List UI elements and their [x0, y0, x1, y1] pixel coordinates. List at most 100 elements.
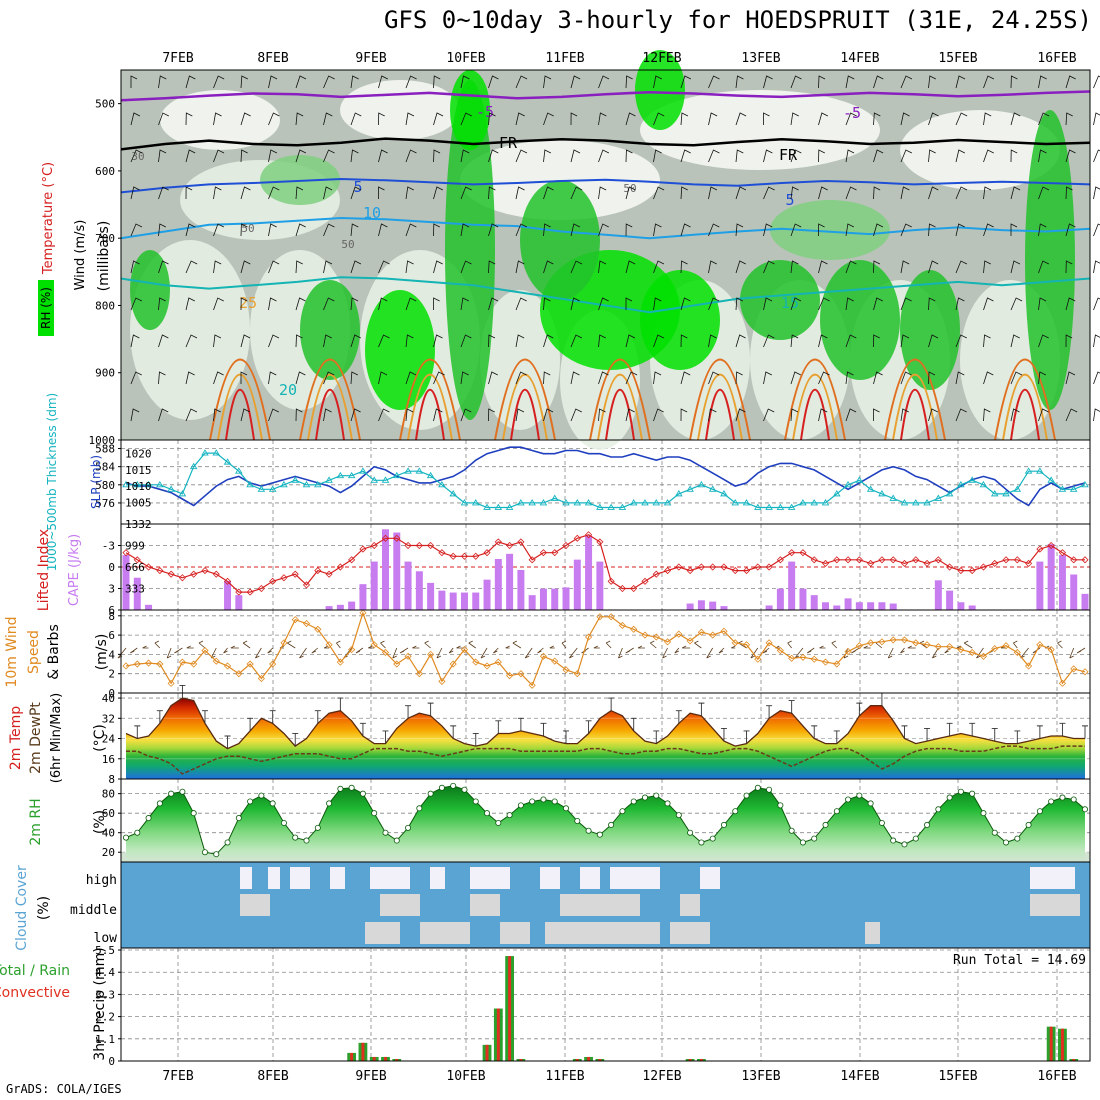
wind-speed-point — [427, 650, 435, 658]
wind-barb — [928, 408, 939, 422]
wind-barb — [708, 408, 717, 422]
wind-barb — [488, 75, 499, 89]
wind-barb — [900, 186, 910, 200]
wind-speed-point — [472, 658, 480, 666]
wind-barb — [653, 371, 662, 385]
rh-point — [1014, 835, 1021, 842]
wind-barb — [900, 371, 912, 385]
contour-label: -5 — [843, 104, 861, 122]
axis-label: Wind (m/s) — [73, 220, 88, 291]
thickness-point — [596, 503, 604, 510]
wind-barb — [708, 149, 720, 163]
rh-point — [247, 798, 254, 805]
wind-barb — [166, 647, 172, 659]
minmax-bar — [517, 717, 524, 731]
wind-barb — [900, 297, 912, 311]
wind-barb — [185, 334, 198, 348]
wind-barb — [873, 149, 884, 163]
wind-barb — [931, 647, 939, 659]
cape-bar — [822, 602, 829, 610]
wind-barb — [323, 408, 332, 422]
lifted-index-point — [1070, 556, 1078, 564]
wind-barb — [130, 75, 138, 88]
rh-point — [190, 810, 197, 817]
wind-barb — [1010, 223, 1018, 236]
wind-speed-line — [125, 610, 1086, 687]
lifted-index-point — [957, 567, 965, 575]
wind-barb — [1065, 186, 1073, 200]
cape-bar — [1081, 593, 1089, 610]
rh-point — [980, 810, 987, 817]
y-tick-label: 6 — [108, 629, 115, 642]
wind-barb — [680, 223, 691, 237]
rh-point — [788, 827, 795, 834]
wind-speed-point — [156, 660, 164, 668]
wind-barb — [1038, 186, 1050, 200]
minmax-bar — [314, 710, 321, 724]
thickness-point — [675, 489, 683, 497]
thickness-point — [787, 503, 796, 510]
axis-label: 2m DewPt — [28, 702, 44, 774]
wind-barb — [1093, 223, 1100, 237]
wind-barb — [130, 223, 143, 237]
wind-barb — [158, 75, 167, 89]
wind-speed-point — [641, 631, 649, 639]
rh-point — [461, 786, 468, 793]
wind-barb — [763, 334, 775, 348]
wind-barb — [674, 647, 680, 654]
thickness-point — [167, 485, 175, 492]
wind-barb — [831, 640, 838, 649]
thickness-point — [900, 499, 909, 506]
rh-point — [359, 790, 366, 797]
minmax-bar — [720, 727, 727, 742]
wind-barb — [681, 645, 691, 649]
thickness-point — [336, 471, 345, 479]
temperature-line — [125, 697, 1085, 750]
wind-barb — [488, 408, 495, 422]
cape-bar — [957, 602, 965, 610]
minmax-bar — [563, 730, 570, 744]
lifted-index-point — [900, 559, 909, 567]
rh-point — [664, 800, 671, 807]
wind-speed-point — [923, 641, 931, 649]
cape-bar — [765, 605, 773, 610]
wind-barb — [350, 112, 362, 126]
wind-barb — [1065, 371, 1076, 385]
wind-speed-point — [1036, 641, 1044, 649]
wind-barb — [708, 334, 717, 348]
wind-barb — [907, 645, 916, 649]
wind-barb — [368, 645, 375, 649]
lifted-index-point — [878, 556, 886, 564]
y-tick-label: 580 — [95, 479, 115, 492]
warm-contour — [1002, 373, 1048, 441]
wind-speed-point — [652, 633, 660, 641]
rh-point — [213, 851, 220, 858]
wind-barb — [299, 647, 307, 659]
precip-convective-bar — [496, 1008, 500, 1061]
date-label-top: 10FEB — [446, 51, 485, 66]
thickness-point — [878, 489, 886, 497]
wind-barb — [213, 297, 224, 311]
rh-point — [867, 800, 874, 807]
y-tick-label: 0 — [108, 1055, 115, 1068]
wind-barb — [818, 186, 828, 200]
wind-barb — [130, 647, 138, 654]
wind-barb — [350, 297, 359, 311]
thickness-point — [855, 476, 864, 483]
cape-bar — [336, 604, 344, 610]
wind-barb — [1038, 260, 1049, 274]
thickness-point — [381, 476, 390, 483]
warm-contour — [415, 389, 445, 441]
wind-barb — [653, 149, 662, 163]
lifted-index-point — [212, 570, 220, 578]
wind-barb — [213, 223, 225, 237]
y-tick-label: 40 — [102, 827, 115, 840]
lifted-index-point — [551, 549, 559, 557]
wind-barb — [570, 186, 583, 200]
wind-barb — [818, 75, 826, 89]
wind-barb — [983, 408, 991, 422]
wind-barb — [433, 186, 444, 200]
lifted-index-point — [494, 538, 502, 546]
wind-barb — [900, 223, 912, 237]
contour-label: FR — [779, 146, 798, 164]
